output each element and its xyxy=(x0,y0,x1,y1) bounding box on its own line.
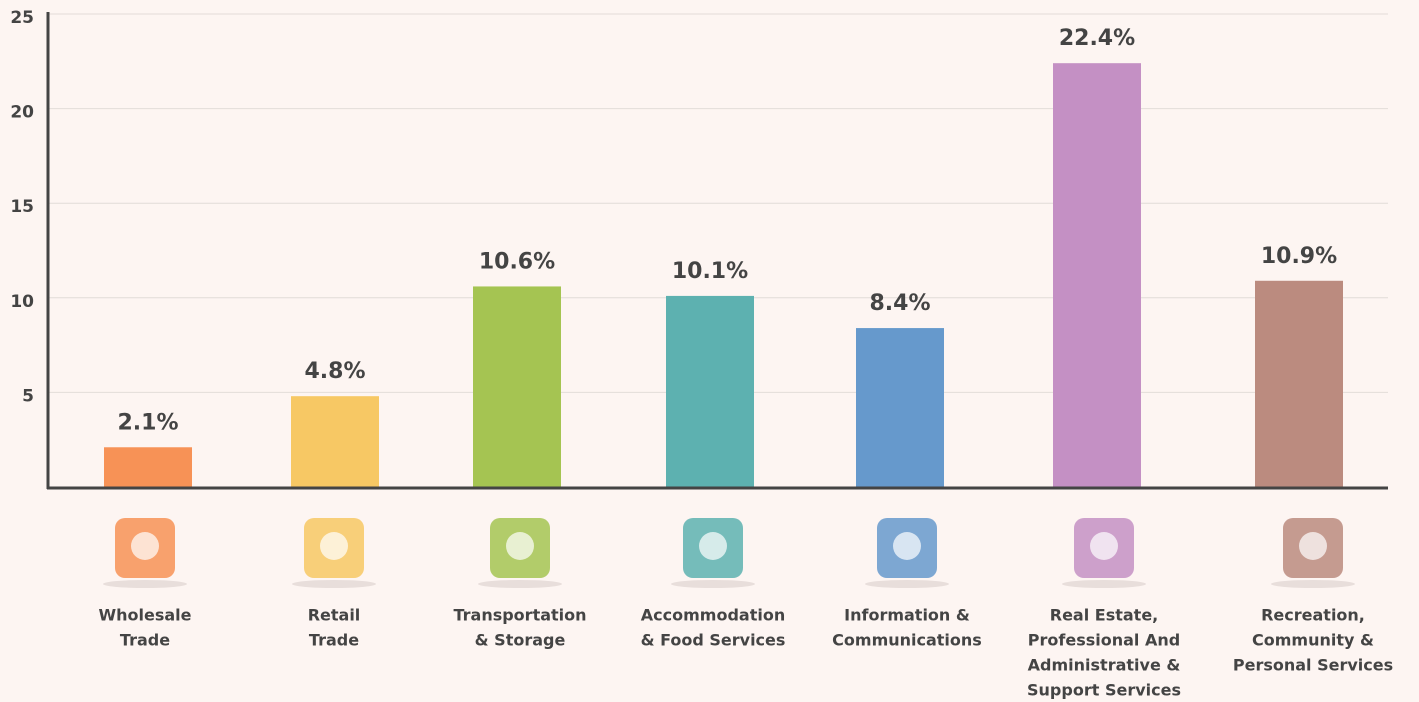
x-tick-label: Administrative & xyxy=(1028,656,1181,675)
value-label: 10.9% xyxy=(1261,244,1337,269)
x-tick-label: Communications xyxy=(832,631,982,650)
value-label: 10.1% xyxy=(672,259,748,284)
icon-shadow xyxy=(671,580,755,588)
icon-detail xyxy=(320,532,348,560)
x-tick-label: Accommodation xyxy=(641,606,785,625)
y-tick-label: 25 xyxy=(10,8,34,28)
icon-detail xyxy=(1299,532,1327,560)
bar xyxy=(1255,281,1343,487)
bar xyxy=(856,328,944,487)
bar xyxy=(1053,63,1141,487)
value-label: 10.6% xyxy=(479,249,555,274)
icon-shadow xyxy=(1062,580,1146,588)
icon-detail xyxy=(506,532,534,560)
icon-shadow xyxy=(1271,580,1355,588)
icon-shadow xyxy=(865,580,949,588)
x-tick-label: Personal Services xyxy=(1233,656,1393,675)
icon-detail xyxy=(131,532,159,560)
x-tick-label: Trade xyxy=(120,631,170,650)
icon-detail xyxy=(699,532,727,560)
bar xyxy=(291,396,379,487)
x-tick-label: Community & xyxy=(1252,631,1374,650)
x-tick-label: Retail xyxy=(308,606,361,625)
icon-detail xyxy=(1090,532,1118,560)
icon-shadow xyxy=(292,580,376,588)
x-tick-label: Trade xyxy=(309,631,359,650)
icon-shadow xyxy=(103,580,187,588)
x-tick-label: Real Estate, xyxy=(1050,606,1159,625)
icon-detail xyxy=(893,532,921,560)
value-label: 4.8% xyxy=(304,359,365,384)
x-tick-label: Support Services xyxy=(1027,681,1181,700)
bar xyxy=(666,296,754,487)
x-tick-label: Transportation xyxy=(453,606,586,625)
x-tick-label: Recreation, xyxy=(1261,606,1365,625)
icon-shadow xyxy=(478,580,562,588)
x-tick-label: Information & xyxy=(844,606,970,625)
y-tick-label: 10 xyxy=(10,292,34,312)
chart: 5 10 15 20 25 2.1% Wholesale Trade 4.8% Retail Tra… xyxy=(0,0,1419,702)
y-tick-label: 15 xyxy=(10,197,34,217)
x-tick-label: Professional And xyxy=(1028,631,1180,650)
y-tick-label: 20 xyxy=(10,103,34,123)
bar xyxy=(104,447,192,487)
x-tick-label: Wholesale xyxy=(98,606,191,625)
x-tick-label: & Food Services xyxy=(641,631,786,650)
y-tick-label: 5 xyxy=(22,386,34,406)
value-label: 2.1% xyxy=(117,410,178,435)
value-label: 22.4% xyxy=(1059,26,1135,51)
bar xyxy=(473,286,561,487)
x-tick-label: & Storage xyxy=(475,631,566,650)
value-label: 8.4% xyxy=(869,291,930,316)
